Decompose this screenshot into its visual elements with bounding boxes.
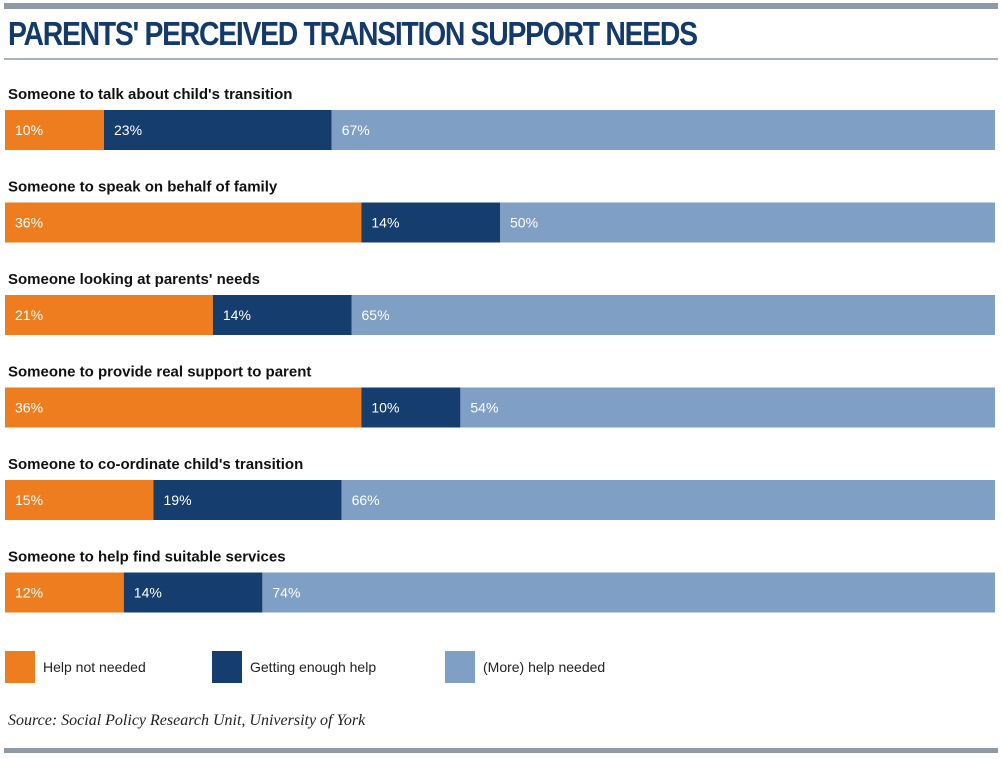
category-label-4: Someone to provide real support to paren… — [8, 364, 311, 381]
data-label-4-1: 36% — [15, 400, 43, 416]
bar-segment-2-2 — [361, 202, 500, 243]
category-label-6: Someone to help find suitable services — [8, 549, 286, 566]
legend-swatch-2 — [212, 651, 242, 683]
data-label-2-1: 36% — [15, 215, 43, 231]
category-label-2: Someone to speak on behalf of family — [8, 179, 278, 196]
bar-segment-5-3 — [341, 480, 996, 520]
data-label-5-1: 15% — [15, 492, 43, 508]
bar-segment-3-1 — [5, 295, 213, 335]
title-divider — [4, 58, 998, 60]
bar-segment-4-2 — [361, 387, 461, 428]
bottom-rule — [4, 748, 998, 753]
bar-segment-3-3 — [351, 295, 995, 335]
category-label-5: Someone to co-ordinate child's transitio… — [8, 456, 303, 473]
bar-segment-2-1 — [5, 202, 362, 243]
bar-segment-5-2 — [153, 480, 342, 520]
top-rule — [4, 3, 998, 9]
legend-swatch-1 — [5, 651, 35, 683]
data-label-6-1: 12% — [15, 585, 43, 601]
data-label-3-3: 65% — [362, 307, 390, 323]
data-label-3-1: 21% — [15, 307, 43, 323]
bar-segment-1-1 — [5, 110, 104, 150]
chart-title: PARENTS' PERCEIVED TRANSITION SUPPORT NE… — [8, 15, 698, 52]
data-label-6-2: 14% — [134, 585, 162, 601]
data-label-3-2: 14% — [223, 307, 251, 323]
bar-segment-5-1 — [5, 480, 154, 520]
data-label-1-3: 67% — [342, 122, 370, 138]
bar-segment-1-3 — [331, 110, 995, 150]
data-label-5-3: 66% — [352, 492, 380, 508]
legend-label-1: Help not needed — [43, 659, 146, 675]
bar-segment-1-2 — [104, 110, 332, 150]
data-label-2-2: 14% — [371, 215, 399, 231]
source-note: Source: Social Policy Research Unit, Uni… — [8, 712, 366, 729]
bar-segment-6-1 — [5, 572, 124, 613]
bar-segment-2-3 — [500, 202, 995, 243]
bar-segment-3-2 — [212, 295, 352, 335]
bar-segment-4-3 — [460, 387, 995, 428]
data-label-2-3: 50% — [510, 215, 538, 231]
data-label-6-3: 74% — [272, 585, 300, 601]
legend-swatch-3 — [445, 651, 475, 683]
category-label-3: Someone looking at parents' needs — [8, 271, 260, 288]
data-label-5-2: 19% — [164, 492, 192, 508]
data-label-4-3: 54% — [470, 400, 498, 416]
bar-segment-6-2 — [123, 572, 263, 613]
data-label-4-2: 10% — [371, 400, 399, 416]
legend-label-2: Getting enough help — [250, 659, 376, 675]
bar-segment-4-1 — [5, 387, 362, 428]
category-label-1: Someone to talk about child's transition — [8, 86, 292, 103]
legend-label-3: (More) help needed — [483, 659, 605, 675]
data-label-1-2: 23% — [114, 122, 142, 138]
bar-segment-6-3 — [262, 572, 995, 613]
data-label-1-1: 10% — [15, 122, 43, 138]
